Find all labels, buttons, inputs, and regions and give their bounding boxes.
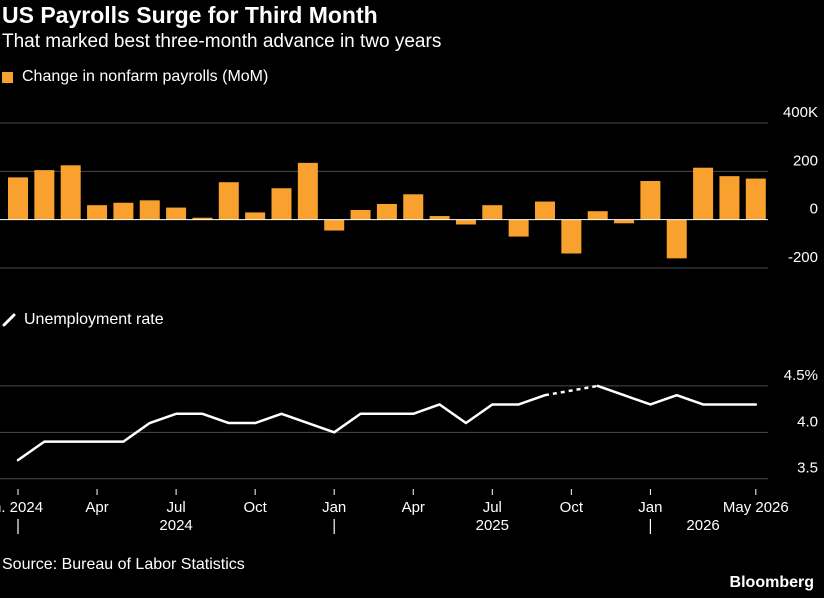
payroll-bar: [482, 205, 503, 220]
x-tick-label: Oct: [243, 499, 267, 516]
payroll-bar: [34, 170, 55, 220]
year-label: 2025: [476, 517, 509, 534]
payroll-bar: [745, 178, 766, 220]
line-y-tick-label: 4.5%: [784, 367, 818, 384]
payroll-bar: [60, 165, 81, 220]
line-y-tick-label: 4.0: [797, 413, 818, 430]
payroll-bar: [192, 217, 213, 220]
line-legend: Unemployment rate: [2, 311, 164, 329]
unemployment-line-gap: [544, 384, 598, 397]
payroll-bar: [113, 202, 134, 220]
payroll-bar: [719, 176, 740, 220]
payroll-bar: [508, 219, 529, 237]
payroll-bar: [561, 219, 582, 254]
x-tick-label: Jan: [638, 499, 662, 516]
line-legend-label: Unemployment rate: [24, 311, 164, 328]
x-tick-label: Apr: [402, 499, 425, 516]
payroll-bar: [218, 182, 239, 220]
payroll-bar: [297, 162, 318, 220]
bar-y-tick-label: -200: [788, 249, 818, 266]
payroll-bar: [429, 216, 450, 220]
source-note: Source: Bureau of Labor Statistics: [2, 556, 245, 573]
x-tick-label: Jul: [483, 499, 502, 516]
x-tick-label: Jan: [322, 499, 346, 516]
payroll-bar: [8, 177, 28, 220]
bar-y-tick-label: 400K: [783, 104, 818, 121]
payroll-bar: [535, 201, 555, 220]
payroll-bar: [87, 205, 108, 220]
payroll-bar: [587, 211, 608, 220]
payroll-bar: [693, 167, 714, 220]
payroll-bar: [376, 203, 397, 220]
payroll-bar: [139, 200, 160, 220]
unemployment-line: [596, 384, 758, 406]
x-tick-label: Apr: [85, 499, 108, 516]
bar-legend-label: Change in nonfarm payrolls (MoM): [22, 68, 269, 85]
payroll-bar: [324, 219, 345, 231]
chart-title: US Payrolls Surge for Third Month: [2, 2, 378, 28]
unemployment-line: [16, 393, 547, 462]
bar-legend-swatch: [2, 71, 13, 83]
payroll-bar: [350, 210, 371, 220]
payroll-bar: [403, 194, 424, 220]
x-tick-label: n. 2024: [0, 499, 43, 516]
brand-logo: Bloomberg: [729, 574, 814, 591]
payroll-bar: [614, 219, 635, 224]
bar-y-tick-label: 0: [810, 201, 818, 218]
x-tick-label: Jul: [167, 499, 186, 516]
year-label: 2026: [686, 517, 719, 534]
bar-legend: Change in nonfarm payrolls (MoM): [2, 68, 268, 86]
x-tick-label: Oct: [560, 499, 584, 516]
payroll-bar: [166, 207, 187, 220]
payroll-bar: [245, 212, 266, 220]
chart-subtitle: That marked best three-month advance in …: [2, 31, 442, 52]
payroll-bar: [640, 181, 661, 220]
year-label: 2024: [159, 517, 192, 534]
payroll-bar: [271, 188, 292, 220]
bar-y-tick-label: 200: [793, 152, 818, 169]
x-tick-label: May 2026: [723, 499, 789, 516]
payroll-bar: [666, 219, 687, 259]
payroll-bar: [455, 219, 476, 225]
line-legend-swatch: [2, 313, 16, 327]
line-y-tick-label: 3.5: [797, 460, 818, 477]
